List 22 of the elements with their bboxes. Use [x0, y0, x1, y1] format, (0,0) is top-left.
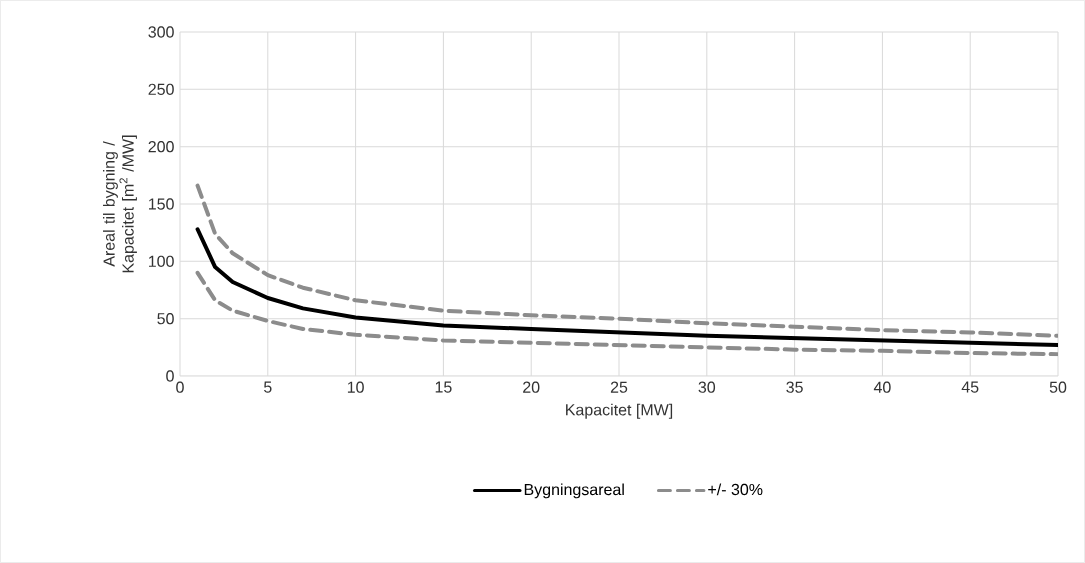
y-tick-label: 50: [157, 313, 174, 325]
y-tick-label: 250: [148, 83, 174, 95]
line-series: [195, 183, 1059, 338]
x-tick-label: 10: [347, 381, 364, 393]
y-tick-label: 0: [166, 370, 174, 382]
x-tick-label: 35: [786, 381, 803, 393]
x-tick-label: 0: [176, 381, 184, 393]
legend-label: +/- 30%: [708, 483, 763, 496]
x-tick-label: 40: [873, 381, 891, 393]
x-tick-label: 15: [435, 381, 452, 393]
x-tick-label: 50: [1049, 381, 1067, 393]
y-tick-label: 300: [148, 26, 174, 38]
x-tick-label: 45: [961, 381, 979, 393]
x-tick-label: 30: [698, 381, 716, 393]
x-tick-label: 5: [264, 381, 272, 393]
y-tick-label: 100: [149, 255, 174, 267]
y-tick-label: 200: [148, 141, 174, 153]
x-tick-label: 20: [523, 381, 540, 393]
y-tick-label: 150: [149, 198, 174, 210]
x-axis-title: Kapacitet [MW]: [566, 403, 673, 419]
x-tick-label: 25: [610, 381, 628, 393]
legend-label: Bygningsareal: [524, 483, 624, 499]
